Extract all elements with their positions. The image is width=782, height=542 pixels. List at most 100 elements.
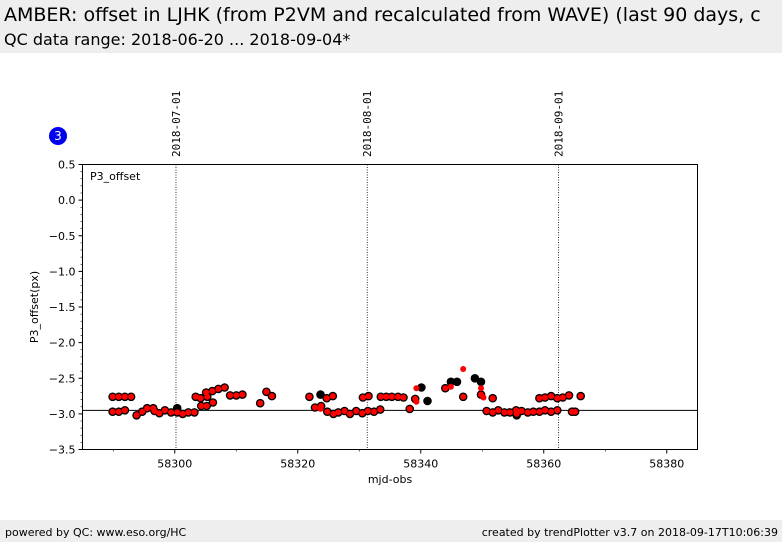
red-data-point [495,407,502,414]
red-data-point [572,408,579,415]
red-data-point [460,366,467,372]
red-data-point [554,395,561,402]
panel-label: P3_offset [90,170,141,183]
red-data-point [109,408,116,415]
red-data-point [383,393,390,400]
x-axis-label: mjd-obs [368,473,413,486]
red-data-point [263,388,270,395]
red-data-point [371,408,377,415]
red-data-point [191,409,198,416]
red-data-point [365,393,372,400]
red-data-point [542,394,548,401]
y-axis-label: P3_offset(px) [28,271,41,343]
red-data-point [168,409,175,416]
red-data-point [480,394,487,401]
red-data-point [227,392,234,399]
page-header: AMBER: offset in LJHK (from P2VM and rec… [0,0,782,53]
red-data-point [209,399,216,406]
red-data-point [115,393,122,400]
y-tick-label: −1.0 [49,265,76,278]
red-data-point [257,400,264,407]
red-data-point [179,410,186,417]
red-data-point [133,412,140,419]
page-footer: powered by QC: www.eso.org/HC created by… [0,520,782,542]
red-data-point [324,408,331,415]
red-data-point [413,398,420,405]
page-title: AMBER: offset in LJHK (from P2VM and rec… [4,4,761,26]
red-data-point [506,409,513,416]
y-tick-label: 0.0 [58,194,76,207]
red-data-point [318,403,325,409]
x-tick-label: 58340 [403,458,438,471]
red-data-point [197,395,204,402]
red-data-point [566,392,572,399]
red-data-point [323,395,330,402]
red-data-point [388,393,395,400]
red-data-point [161,407,168,414]
red-data-point [115,408,122,415]
red-data-point [174,409,181,416]
red-data-point [139,408,146,415]
red-data-point [501,409,508,416]
black-data-point [423,396,432,406]
axis-ticks: 0.5 0.0 −0.5 −1.0 −1.5 −2.0 −2.5 −3.0 −3.5 58300 5… [49,159,684,471]
red-data-point [221,384,228,391]
red-data-point [306,393,313,400]
panel-number-badge: 3 [49,127,67,145]
red-data-point [483,408,490,414]
red-data-point [413,385,420,392]
y-tick-label: −3.5 [49,444,76,457]
red-data-point [518,408,525,414]
red-data-point [548,408,555,415]
red-data-point [215,385,222,392]
red-data-point [364,408,371,414]
footer-credit: powered by QC: www.eso.org/HC [5,526,187,539]
red-data-point [577,393,584,400]
red-data-point [341,408,348,414]
red-data-point [489,409,496,416]
red-data-point [524,409,531,416]
y-tick-label: −1.5 [49,301,76,314]
red-data-point [204,393,211,400]
date-marker-label: 2018-07-01 [170,91,183,157]
y-tick-label: −3.0 [49,408,76,421]
red-data-point [554,407,561,414]
x-tick-label: 58360 [526,458,561,471]
footer-created: created by trendPlotter v3.7 on 2018-09-… [481,526,778,539]
red-data-point [406,405,413,412]
red-data-point [198,403,205,409]
red-data-point [359,394,366,401]
red-data-point [460,393,467,400]
date-marker-label: 2018-08-01 [361,91,374,157]
red-data-point [128,393,135,400]
scatter-chart: 2018-07-01 2018-08-01 2018-09-01 0.5 0.0 −0.… [28,91,698,486]
y-tick-label: −0.5 [49,230,76,243]
red-data-point [395,393,401,400]
red-data-point [513,410,520,417]
red-data-point [335,409,342,416]
red-data-point [536,395,543,402]
red-data-point [447,383,454,390]
red-data-point [312,404,318,411]
red-data-point [233,392,240,399]
red-data-point [489,395,496,402]
data-points [108,366,585,420]
x-tick-label: 58320 [280,458,315,471]
red-data-point [109,393,116,400]
y-tick-label: 0.5 [58,159,76,172]
red-data-point [442,385,449,392]
date-marker-labels: 2018-07-01 2018-08-01 2018-09-01 [170,91,566,157]
red-data-point [330,410,337,417]
black-data-point [446,377,456,387]
red-data-point [192,393,199,400]
red-data-point [536,408,543,415]
red-data-point [209,388,216,395]
red-data-point [559,394,566,401]
red-data-point [548,393,555,400]
red-data-point [156,410,163,417]
red-data-point [121,407,128,414]
black-data-point [316,390,325,399]
red-data-point [347,410,353,417]
red-data-point [377,393,384,400]
red-data-point [268,393,275,400]
